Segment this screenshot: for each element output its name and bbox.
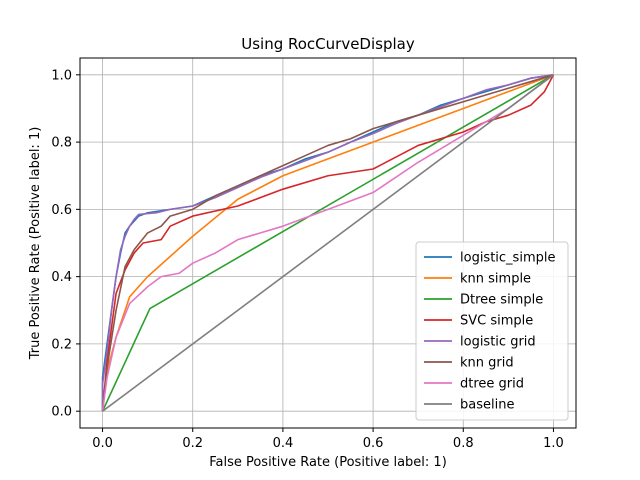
legend-entry: SVC simple	[460, 314, 533, 329]
y-tick-label: 1.0	[51, 68, 72, 83]
y-axis-label: True Positive Rate (Positive label: 1)	[28, 127, 43, 361]
y-tick-label: 0.0	[51, 405, 72, 420]
legend-entry: logistic grid	[460, 335, 536, 350]
x-tick-label: 0.8	[453, 436, 474, 451]
series-lines	[101, 74, 555, 412]
legend-entry: knn simple	[460, 272, 531, 287]
series-line-baseline	[102, 74, 554, 412]
legend-entry: Dtree simple	[460, 293, 543, 308]
legend-entry: knn grid	[460, 356, 514, 371]
series-line-dtree-grid	[101, 74, 554, 412]
x-tick-label: 1.0	[543, 436, 564, 451]
y-tick-label: 0.2	[51, 337, 72, 352]
x-axis-label: False Positive Rate (Positive label: 1)	[209, 455, 447, 470]
series-line-logistic-grid	[101, 74, 554, 412]
legend-entry: dtree grid	[460, 377, 524, 392]
x-tick-label: 0.4	[273, 436, 294, 451]
series-line-knn-grid	[101, 74, 554, 412]
y-tick-label: 0.6	[51, 203, 72, 218]
x-tick-label: 0.2	[182, 436, 203, 451]
legend-entry: baseline	[460, 398, 514, 413]
chart-title: Using RocCurveDisplay	[241, 35, 415, 53]
legend-entry: logistic_simple	[460, 251, 555, 266]
x-tick-label: 0.6	[363, 436, 384, 451]
series-line-svc-simple	[101, 74, 555, 412]
x-tick-label: 0.0	[92, 436, 113, 451]
axes-frame	[79, 57, 577, 429]
legend-box	[415, 241, 569, 421]
y-tick-label: 0.8	[51, 136, 72, 151]
series-line-dtree-simple	[101, 74, 554, 412]
y-tick-label: 0.4	[51, 270, 72, 285]
axis-ticks: 0.0 0.2 0.4 0.6 0.8 1.0 0.0 0.2 0.4 0.6 0.8 1.0	[51, 68, 563, 451]
